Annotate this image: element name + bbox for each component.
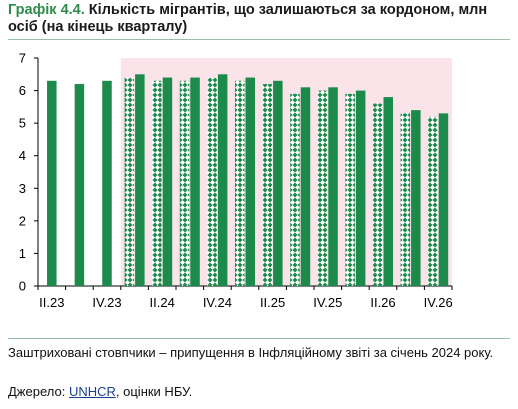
solid-bar	[328, 87, 338, 286]
solid-bar	[162, 77, 173, 286]
solid-bar	[74, 84, 85, 286]
hatched-bar	[152, 80, 162, 286]
solid-bar	[438, 113, 449, 286]
hatched-bar	[345, 93, 355, 286]
bar-chart: 0 1 2 3 4 5 6 7 II.23 IV.23 II.24 IV.24 II.25 IV.25 II…	[19, 51, 453, 311]
solid-bar	[102, 80, 112, 286]
y-tick-label: 1	[19, 246, 26, 261]
chart-number: Графік 4.4.	[8, 2, 85, 18]
solid-bar	[47, 80, 57, 286]
x-tick-label: II.25	[260, 295, 285, 310]
hatched-bar	[235, 80, 245, 286]
source-line: Джерело: UNHCR, оцінки НБУ.	[8, 384, 508, 400]
x-tick-label: II.26	[370, 295, 395, 310]
y-tick-label: 2	[19, 213, 26, 228]
x-tick-label: II.24	[150, 295, 175, 310]
hatched-bar	[207, 77, 217, 286]
forecast-shade	[120, 58, 453, 286]
solid-bar	[300, 87, 311, 286]
solid-bar	[355, 90, 366, 286]
title-divider	[8, 39, 510, 40]
y-tick-label: 5	[19, 116, 26, 131]
hatched-bar	[428, 116, 438, 286]
solid-bar	[411, 110, 421, 286]
solid-bar	[190, 77, 200, 286]
x-tick-label: IV.26	[424, 295, 453, 310]
solid-bar	[135, 74, 145, 287]
x-tick-label: II.23	[39, 295, 64, 310]
solid-bar	[273, 80, 283, 286]
x-tick-label: IV.24	[203, 295, 232, 310]
hatched-bar	[124, 77, 135, 286]
hatched-bar	[262, 84, 273, 286]
chart-note: Заштриховані стовпчики – припущення в Ін…	[8, 345, 494, 360]
hatched-bar	[290, 93, 300, 286]
hatched-bar	[317, 90, 328, 286]
y-tick-label: 3	[19, 181, 26, 196]
y-tick-label: 0	[19, 279, 26, 294]
y-tick-label: 6	[19, 83, 26, 98]
solid-bar	[245, 77, 255, 286]
hatched-bar	[373, 103, 383, 286]
hatched-bar	[400, 113, 411, 286]
y-tick-label: 7	[19, 51, 26, 66]
source-link-unhcr[interactable]: UNHCR	[68, 384, 116, 399]
chart-title: Графік 4.4. Кількість мігрантів, що зали…	[8, 2, 508, 36]
x-tick-label: IV.25	[313, 295, 342, 310]
footer-divider	[8, 338, 510, 339]
solid-bar	[217, 74, 228, 287]
hatched-bar	[179, 80, 190, 286]
y-tick-label: 4	[19, 148, 26, 163]
source-suffix: , оцінки НБУ.	[115, 384, 193, 399]
x-tick-label: IV.23	[92, 295, 121, 310]
source-prefix: Джерело:	[8, 384, 69, 399]
chart-title-text: Кількість мігрантів, що залишаються за к…	[8, 2, 488, 35]
solid-bar	[383, 97, 393, 286]
